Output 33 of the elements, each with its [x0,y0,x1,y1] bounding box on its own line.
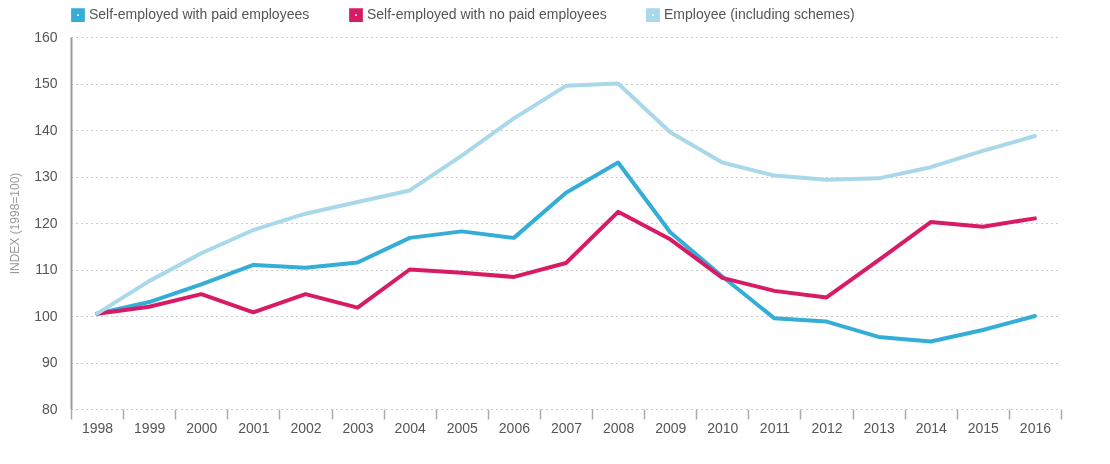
x-tick-label: 2000 [186,419,218,436]
x-tick-label: 2002 [290,419,322,436]
x-tick-label: 2005 [446,419,479,436]
legend-label: Employee (including schemes) [664,6,855,23]
x-tick-label: 1999 [134,419,166,436]
x-tick-label: 2004 [394,419,426,436]
y-tick-label: 160 [34,28,58,45]
x-tick-label: 2011 [759,419,791,436]
x-tick-label: 2016 [1019,419,1052,436]
x-tick-label: 2014 [915,419,948,436]
x-tick-label: 1998 [81,419,114,436]
y-tick-label: 110 [35,261,58,277]
y-tick-label: 140 [34,121,58,138]
x-tick-label: 2006 [498,419,531,436]
x-tick-label: 2013 [863,419,895,436]
x-tick-label: 2009 [655,419,687,436]
y-tick-label: 130 [34,168,58,184]
y-tick-label: 90 [41,354,58,370]
y-tick-label: 100 [34,307,58,324]
x-tick-label: 2015 [967,419,1000,436]
y-tick-label: 150 [34,75,58,91]
y-tick-label: 120 [34,214,58,231]
x-tick-label: 2003 [342,419,374,436]
legend-label: Self-employed with no paid employees [367,6,607,23]
y-axis-title: INDEX (1998=100) [8,172,23,275]
x-tick-label: 2008 [603,419,635,436]
x-tick-label: 2010 [707,419,739,436]
y-tick-label: 80 [41,400,58,417]
x-tick-label: 2001 [238,419,270,436]
x-tick-label: 2012 [811,419,843,436]
line-series [95,81,1037,316]
legend-label: Self-employed with paid employees [89,6,310,23]
x-tick-label: 2007 [550,419,583,436]
